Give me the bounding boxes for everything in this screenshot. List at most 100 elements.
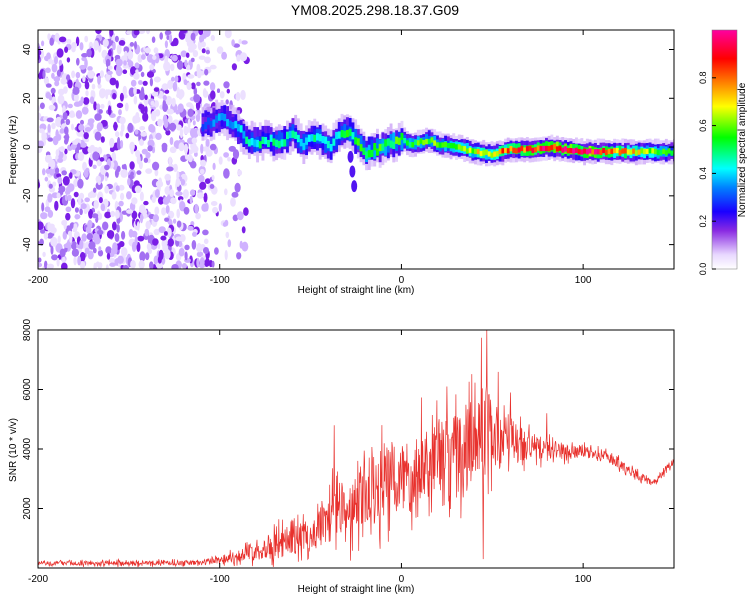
snr-frame [37,329,675,569]
noise-cell [185,52,190,58]
track-cell [528,145,532,151]
noise-cell [134,62,140,69]
track-cell [430,137,434,143]
noise-cell [113,121,118,131]
noise-cell [178,142,185,152]
noise-cell [116,102,124,109]
spectrogram-plot-area [34,30,674,269]
noise-cell [231,191,239,198]
noise-cell [92,151,100,161]
track-cell [239,125,243,133]
noise-cell [187,118,191,129]
noise-cell [184,59,188,68]
noise-cell [146,54,155,63]
track-cell [585,149,589,155]
track-cell [534,147,537,153]
track-cell [547,146,551,152]
track-cell [474,148,477,155]
noise-cell [173,163,178,173]
track-cell [307,134,311,142]
track-cell [288,130,292,139]
track-cell [555,146,559,152]
noise-cell [219,91,225,99]
noise-cell [198,55,206,60]
y-tick-label: 6000 [22,378,33,401]
noise-cell [184,251,188,261]
track-cell [228,120,232,128]
noise-cell [100,203,106,212]
noise-cell [209,184,215,189]
noise-cell [172,37,179,47]
track-cell [553,143,557,150]
noise-cell [238,39,242,44]
noise-cell [240,89,246,101]
noise-cell [134,41,137,50]
noise-cell [195,113,201,122]
noise-cell [179,201,186,212]
noise-cell [210,90,216,100]
noise-cell [96,103,101,110]
noise-cell [120,139,124,149]
noise-cell [162,244,169,252]
noise-cell [145,252,150,261]
noise-cell [136,241,141,253]
track-cell [607,148,611,155]
noise-cell [45,92,51,99]
track-cell [302,133,306,149]
noise-cell [197,40,202,51]
noise-cell [164,40,168,49]
noise-cell [55,167,60,174]
noise-cell [38,112,42,121]
noise-cell [143,157,149,163]
track-cell [504,147,507,154]
noise-cell [166,108,174,115]
noise-cell [51,122,56,130]
noise-cell [193,87,198,96]
track-cell [324,138,328,153]
track-cell [575,147,578,153]
noise-cell [143,200,149,206]
noise-cell [137,235,145,242]
track-cell [217,113,221,121]
noise-cell [130,260,136,269]
noise-cell [34,108,37,115]
noise-cell [47,33,51,41]
noise-cell [142,112,149,122]
noise-cell [88,241,96,250]
track-cell [310,134,314,142]
track-cell [468,147,472,153]
noise-cell [56,69,62,77]
track-cell [245,136,249,144]
noise-cell [191,240,197,250]
noise-cell [66,38,72,45]
noise-cell [152,214,159,223]
track-cell [299,139,303,147]
noise-cell [87,192,94,199]
noise-cell [45,83,52,88]
noise-cell [122,85,128,96]
track-cell [659,150,663,156]
noise-cell [79,261,86,269]
noise-cell [232,149,240,160]
noise-cell [161,83,169,91]
y-tick-label: 20 [22,92,33,104]
noise-cell [69,233,73,243]
noise-cell [61,170,67,176]
noise-cell [200,70,205,76]
noise-cell [203,238,209,245]
track-cell [580,149,584,155]
noise-cell [157,196,164,205]
noise-cell [196,192,205,199]
track-cell [455,144,458,150]
noise-cell [87,70,95,79]
track-cell [624,148,627,154]
noise-cell [186,102,193,108]
noise-cell [41,40,45,47]
noise-cell [121,55,128,63]
noise-cell [199,181,207,190]
noise-cell [62,231,67,240]
noise-cell [58,88,65,96]
track-cell [253,139,257,147]
track-cell [629,149,633,155]
track-cell [452,143,456,149]
